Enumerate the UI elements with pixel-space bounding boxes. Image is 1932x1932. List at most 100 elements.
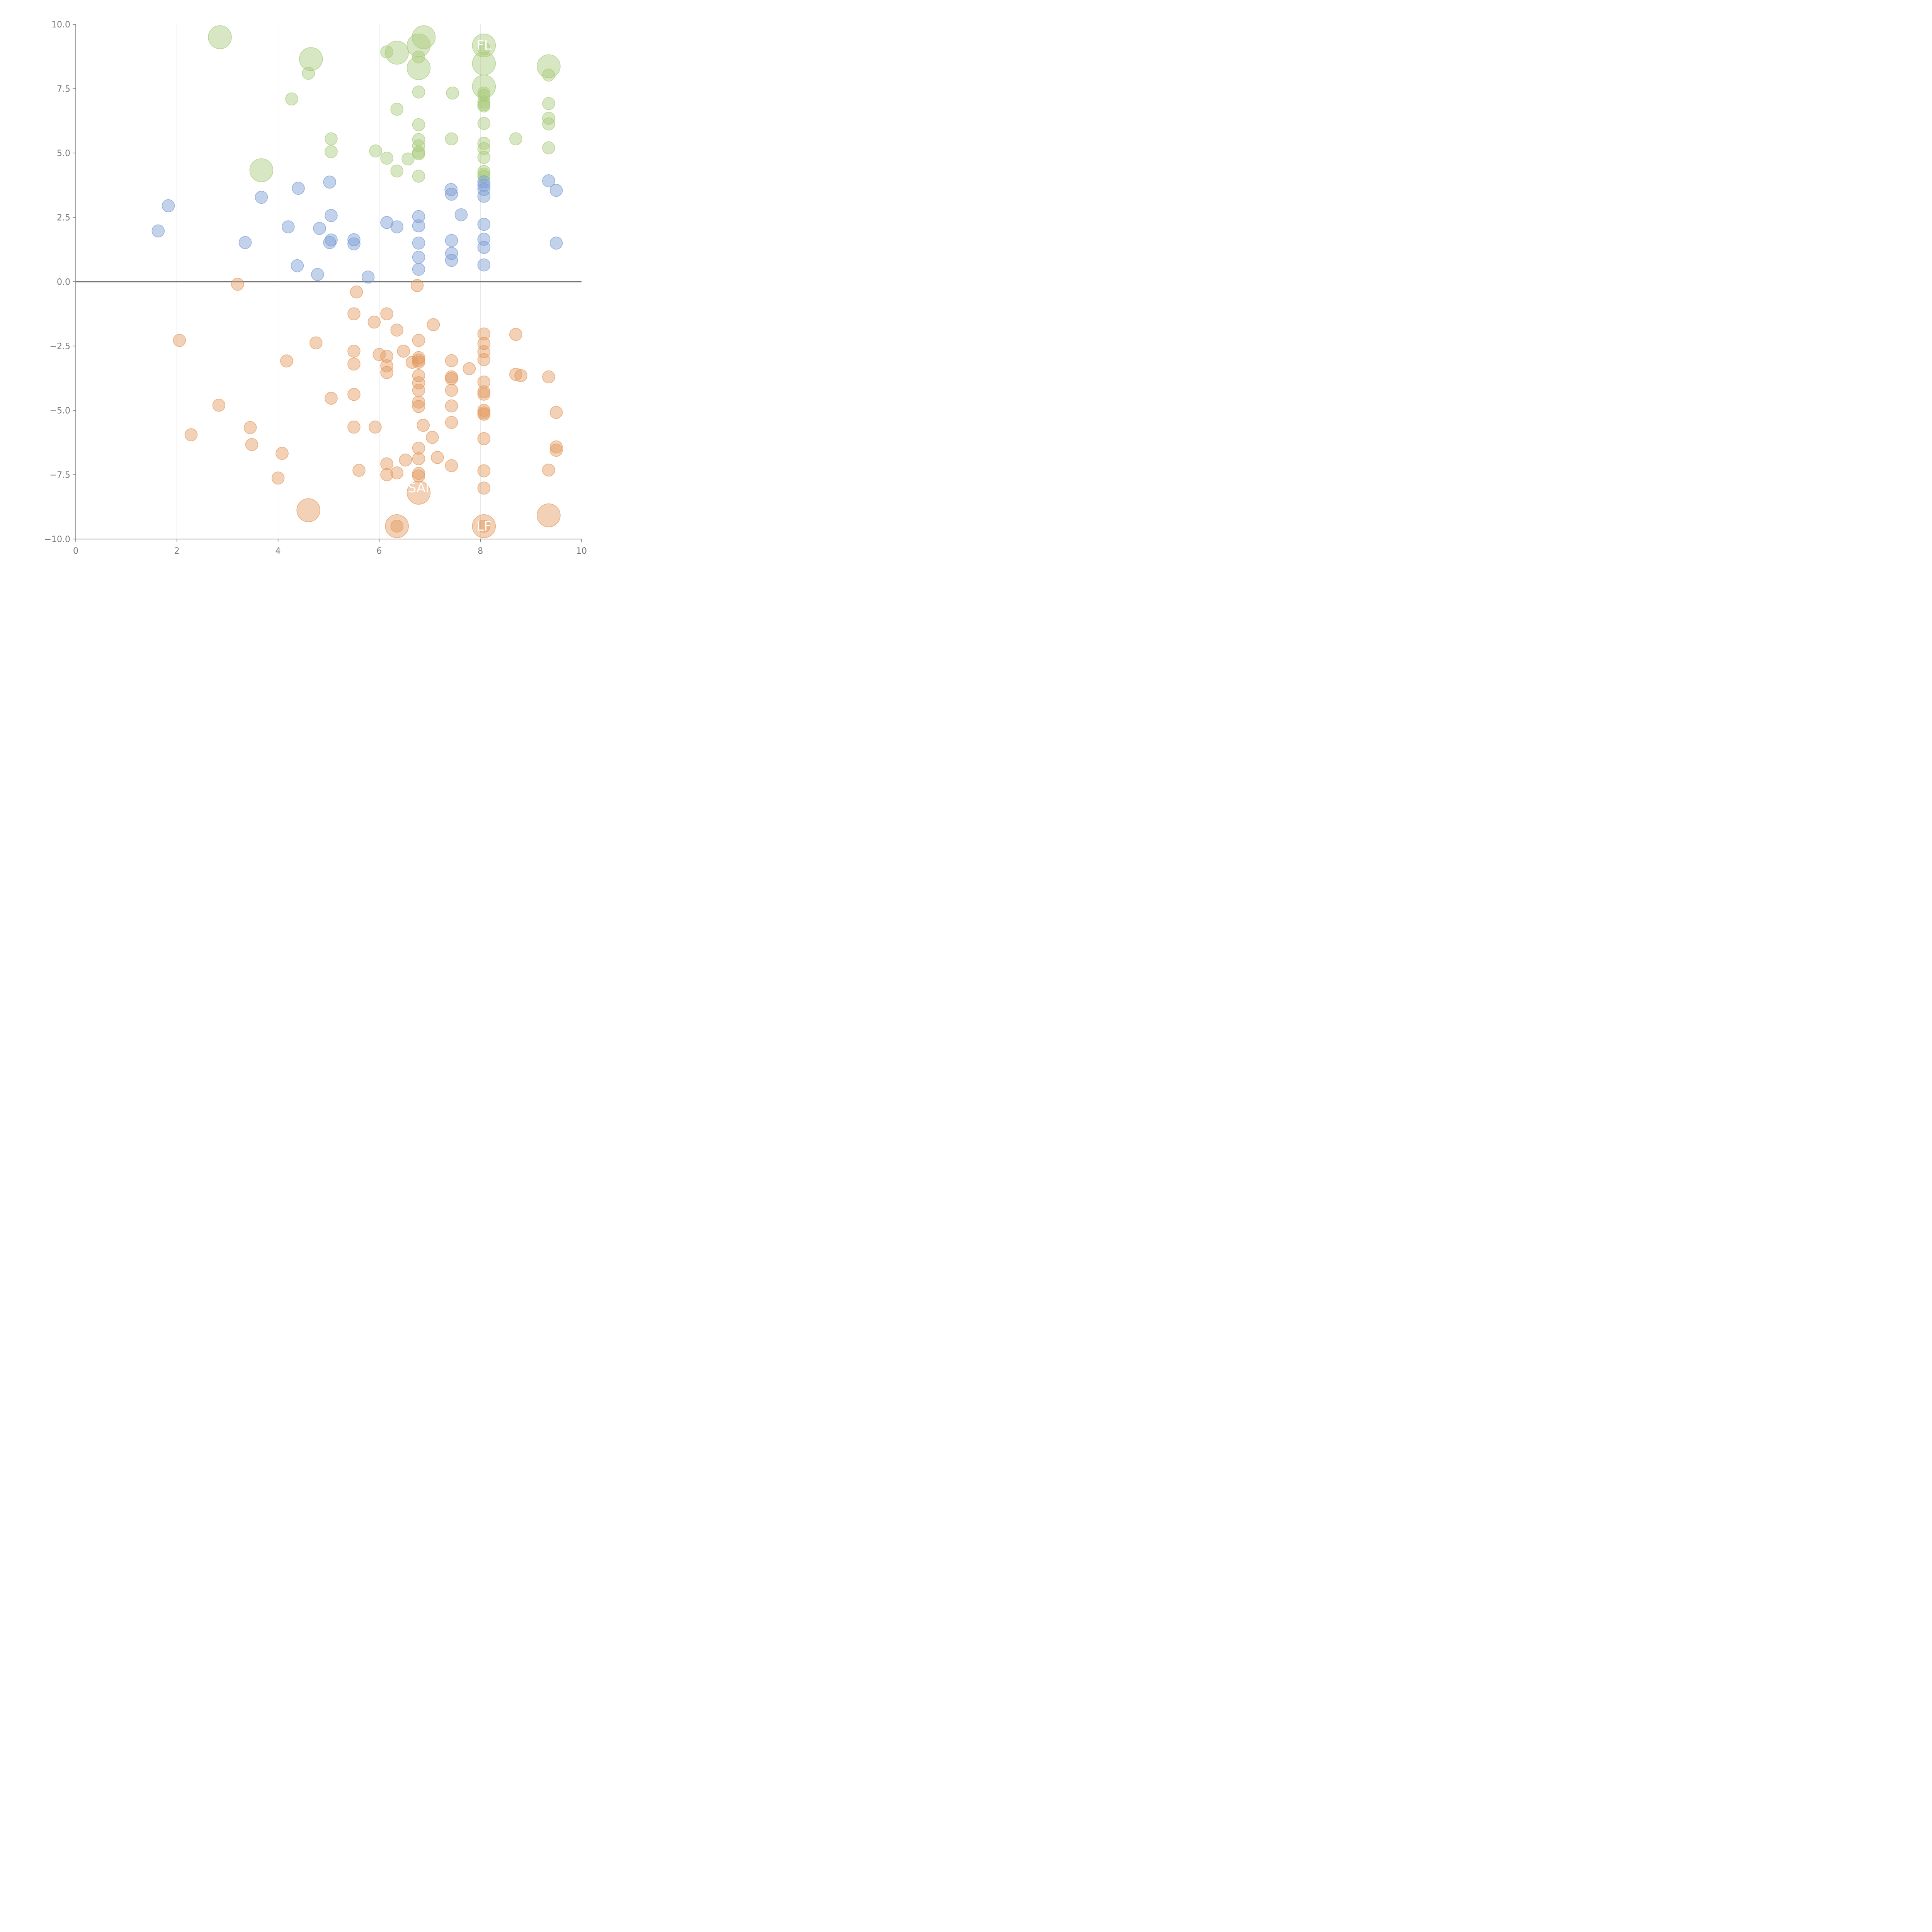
y-tick-label: −2.5 xyxy=(50,342,70,352)
data-point-top xyxy=(542,117,555,131)
data-point-negative xyxy=(390,323,403,337)
data-point-negative xyxy=(350,285,363,299)
data-point-negative xyxy=(369,420,382,434)
data-point-positive xyxy=(444,183,458,196)
data-point-top xyxy=(509,132,522,146)
data-point-negative xyxy=(245,438,259,451)
data-point-top xyxy=(477,117,491,130)
data-point-negative xyxy=(477,519,491,533)
data-point-positive xyxy=(325,233,338,247)
y-tick-label: −7.5 xyxy=(50,471,70,480)
data-point-negative xyxy=(477,432,491,446)
data-point-negative xyxy=(271,471,285,485)
data-point-positive xyxy=(291,259,304,272)
data-point-top xyxy=(542,68,555,82)
data-point-negative xyxy=(352,464,366,477)
data-point-negative xyxy=(390,519,403,533)
data-point-positive xyxy=(412,210,425,223)
data-point-negative xyxy=(477,408,491,421)
data-point-negative xyxy=(347,307,361,320)
data-point-negative xyxy=(380,350,393,363)
data-point-positive xyxy=(361,270,375,284)
data-point-negative xyxy=(426,431,439,444)
data-point-negative xyxy=(412,355,425,369)
data-point-top xyxy=(325,145,338,158)
data-point-top xyxy=(249,158,274,182)
data-label: FL xyxy=(476,37,492,53)
data-point-top xyxy=(537,54,561,78)
x-tick-label: 0 xyxy=(73,546,78,556)
chart-container: 10.0 7.5 5.0 2.5 0.0 −2.5 −5.0 −7.5 −10.0 0 2 4 6 8 10… xyxy=(0,0,606,606)
data-point-negative xyxy=(445,459,458,472)
data-point-top xyxy=(412,118,425,131)
data-point-positive xyxy=(162,199,175,213)
data-point-positive xyxy=(445,247,458,260)
data-point-top xyxy=(406,56,431,80)
data-point-negative xyxy=(412,469,425,483)
data-point-positive xyxy=(445,234,458,247)
data-point-positive xyxy=(380,216,393,229)
data-point-top xyxy=(412,85,425,99)
data-point-negative xyxy=(412,442,425,455)
data-point-negative xyxy=(385,514,409,538)
data-point-positive xyxy=(412,236,425,250)
y-tick-label: 0.0 xyxy=(57,277,70,287)
data-point-negative xyxy=(477,353,491,366)
data-point-negative xyxy=(549,440,563,454)
data-point-negative xyxy=(325,391,338,405)
data-point-top xyxy=(406,33,431,58)
data-point-top xyxy=(412,25,436,49)
y-tick-label: 10.0 xyxy=(51,20,70,30)
data-point-negative xyxy=(231,277,244,291)
data-point-negative xyxy=(280,354,293,367)
data-point-positive xyxy=(347,233,361,247)
data-point-top xyxy=(299,47,323,71)
data-point-negative xyxy=(380,457,393,471)
data-point-negative xyxy=(397,345,410,358)
data-point-negative xyxy=(445,372,458,385)
y-tick-label: 7.5 xyxy=(57,85,70,94)
data-point-positive xyxy=(445,253,458,267)
data-point-top xyxy=(385,41,409,65)
data-point-positive xyxy=(323,175,336,189)
data-point-top xyxy=(302,66,315,80)
y-tick-label: 2.5 xyxy=(57,213,70,223)
data-point-negative xyxy=(477,327,491,340)
data-point-negative xyxy=(276,447,289,460)
annotation-layer: FL SAI LF xyxy=(408,37,492,534)
data-point-negative xyxy=(412,452,425,465)
data-point-negative xyxy=(537,503,561,527)
x-tick-label: 2 xyxy=(174,546,180,556)
data-point-top xyxy=(401,152,415,166)
data-point-top xyxy=(325,132,338,146)
data-point-negative xyxy=(412,369,425,382)
data-point-top xyxy=(542,97,555,110)
data-point-negative xyxy=(477,481,491,495)
data-point-top xyxy=(477,99,491,112)
bubble-chart: 10.07.55.02.50.0−2.5−5.0−7.5−10.00 2 4 6 8 10… xyxy=(44,20,587,556)
data-point-negative xyxy=(472,514,496,538)
data-label: SAI xyxy=(408,480,430,496)
data-point-negative xyxy=(212,398,226,412)
data-point-positive xyxy=(282,220,295,233)
data-point-negative xyxy=(347,388,361,401)
data-point-negative xyxy=(417,418,430,432)
data-point-negative xyxy=(477,388,491,401)
data-point-top xyxy=(446,87,459,100)
data-point-negative xyxy=(549,444,563,457)
data-point-negative xyxy=(445,416,458,429)
data-point-top xyxy=(477,151,491,164)
x-tick-label: 8 xyxy=(478,546,483,556)
data-point-negative xyxy=(412,376,425,389)
data-point-negative xyxy=(542,370,555,384)
data-point-top xyxy=(472,51,496,75)
data-point-negative xyxy=(380,366,393,379)
data-point-negative xyxy=(477,345,491,358)
data-point-top xyxy=(412,50,425,64)
data-point-negative xyxy=(390,466,403,480)
data-point-top xyxy=(380,151,393,165)
data-point-positive xyxy=(313,222,326,235)
data-point-negative xyxy=(542,463,555,477)
data-point-negative xyxy=(296,498,320,522)
data-point-negative xyxy=(367,315,381,329)
